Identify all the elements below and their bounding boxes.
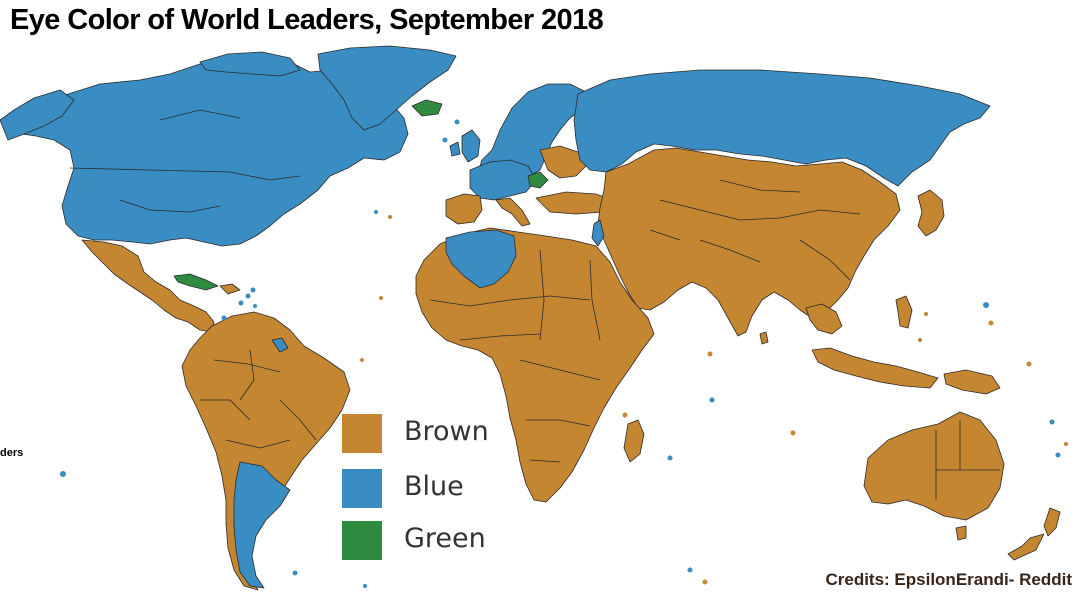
australia-region <box>863 411 1005 521</box>
israel-region <box>591 219 605 247</box>
legend-label-green: Green <box>404 523 486 554</box>
us-canada-border <box>69 109 301 213</box>
new-zealand-region <box>1007 507 1061 561</box>
cut-off-label: ders <box>0 447 24 459</box>
legend-item-blue: Blue <box>342 469 562 509</box>
iberia-region <box>445 193 483 225</box>
europe-central-region <box>469 159 537 201</box>
guyana-region <box>271 337 289 353</box>
southeast-asia-region <box>805 303 843 335</box>
south-america-region <box>181 311 351 591</box>
italy-balkans-region <box>495 197 531 227</box>
greenland-region <box>317 45 457 131</box>
japan-region <box>917 189 945 237</box>
romania-region <box>527 171 549 189</box>
argentina-region <box>233 461 291 589</box>
alaska-region <box>0 89 75 141</box>
asia-region <box>597 147 901 337</box>
eastern-europe-region <box>539 145 587 179</box>
tasmania-region <box>955 525 967 541</box>
madagascar-region <box>623 419 645 463</box>
philippines-region <box>895 295 913 329</box>
new-guinea-region <box>943 369 1001 395</box>
hispaniola-region <box>219 283 241 295</box>
indonesia-region <box>811 347 939 389</box>
uk-region <box>461 129 481 163</box>
legend-label-blue: Blue <box>404 471 464 502</box>
australia-borders <box>935 420 1000 500</box>
legend-swatch-blue <box>342 469 382 508</box>
south-america-borders <box>200 349 317 449</box>
africa-region <box>415 227 655 503</box>
legend-item-green: Green <box>342 521 562 561</box>
island-dots <box>60 119 1068 588</box>
russia-region <box>573 69 991 187</box>
algeria-region <box>445 229 517 289</box>
sri-lanka-region <box>759 331 769 345</box>
legend-swatch-brown <box>342 414 382 453</box>
ireland-region <box>449 141 461 157</box>
iceland-region <box>411 99 443 117</box>
cuba-region <box>173 273 219 291</box>
legend-item-brown: Brown <box>342 414 562 454</box>
asia-borders <box>649 179 861 281</box>
legend-label-brown: Brown <box>404 416 489 447</box>
credits-text: Credits: EpsilonErandi- Reddit <box>825 570 1072 589</box>
map-title: Eye Color of World Leaders, September 20… <box>10 4 604 36</box>
legend-swatch-green <box>342 521 382 560</box>
africa-borders <box>429 249 601 463</box>
arctic-islands <box>199 51 301 77</box>
